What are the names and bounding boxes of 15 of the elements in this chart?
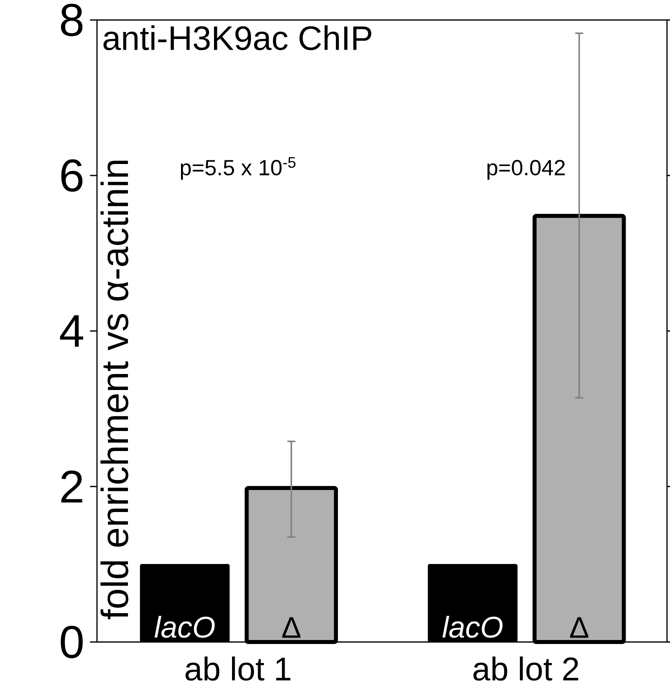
y-tick-label: 6 xyxy=(61,159,82,192)
y-axis-title: fold enrichment vs α-actinin xyxy=(100,160,128,620)
x-tick-label: ab lot 1 xyxy=(186,656,290,681)
annotation: p=5.5 x 10$^{-5}$ xyxy=(180,157,296,180)
y-tick-label: 4 xyxy=(60,315,84,347)
x-tick-label: ab lot 2 xyxy=(473,656,578,681)
y-tick-label: 0 xyxy=(60,626,83,658)
y-tick-label: 8 xyxy=(60,4,82,36)
legend-label: lacO xyxy=(154,616,215,638)
annotation: p=0.042 xyxy=(487,160,565,180)
y-tick-label: 2 xyxy=(61,470,82,502)
text: lacO xyxy=(442,616,503,638)
text: Δ xyxy=(570,617,588,638)
chart-title: anti-H3K9ac ChIP xyxy=(103,25,372,50)
series-label: Δ xyxy=(282,617,300,638)
